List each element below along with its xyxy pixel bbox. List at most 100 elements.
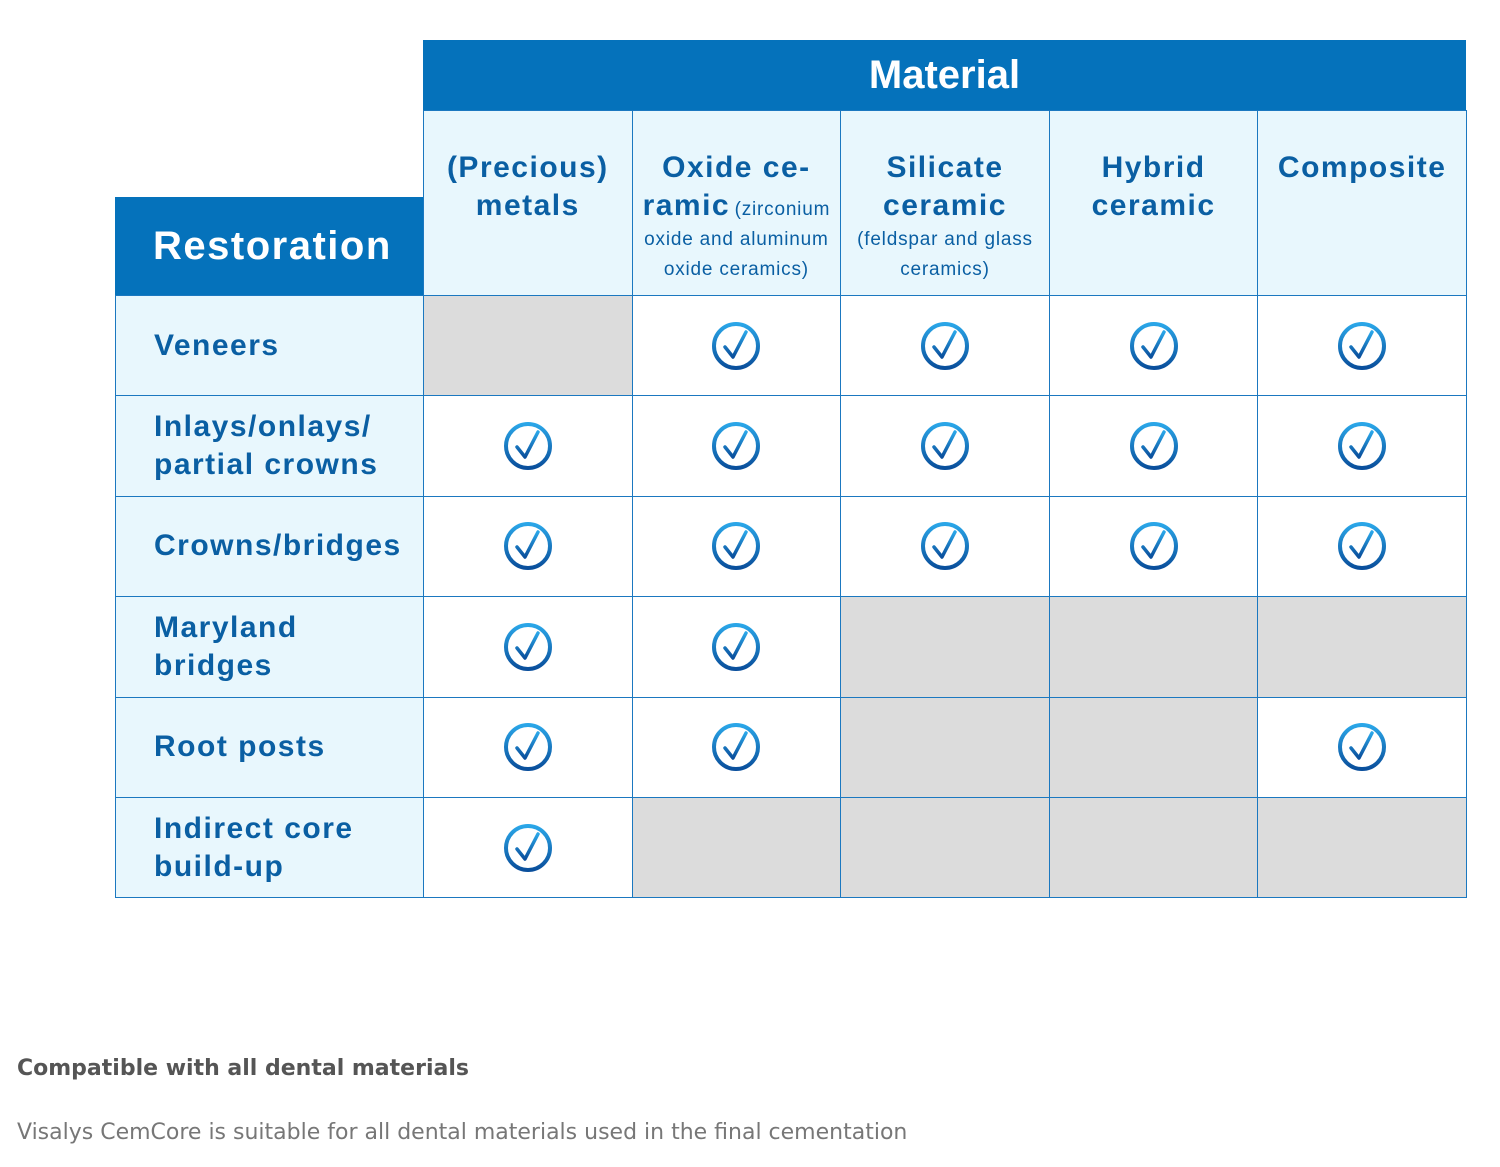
cell-check <box>631 495 842 598</box>
check-tick <box>1349 430 1374 459</box>
check-tick <box>932 430 957 459</box>
check-icon <box>920 522 969 571</box>
check-circle <box>920 522 969 571</box>
check-icon <box>1129 422 1178 471</box>
check-tick <box>723 731 749 761</box>
cell-check <box>631 696 842 798</box>
check-circle <box>712 321 761 370</box>
check-circle <box>1129 522 1178 571</box>
cell-empty <box>631 797 842 899</box>
check-circle <box>920 321 969 370</box>
check-circle <box>712 422 761 471</box>
cell-check <box>840 495 1050 598</box>
cell-check <box>631 295 842 397</box>
cell-check <box>631 395 842 497</box>
cell-check <box>1048 295 1259 397</box>
row-label: Inlays/onlays/ partial crowns <box>115 395 424 497</box>
row-header: Restoration <box>115 197 424 296</box>
check-icon <box>712 321 761 370</box>
check-tick <box>1349 530 1374 560</box>
check-icon <box>503 622 552 671</box>
check-tick <box>515 831 540 861</box>
row-label: Root posts <box>115 696 424 798</box>
check-tick <box>723 430 749 459</box>
check-icon <box>503 723 552 772</box>
column-header: Silicate ceramic (feldspar and glass cer… <box>840 110 1050 296</box>
cell-check <box>1257 696 1467 798</box>
check-tick <box>1140 329 1166 359</box>
check-circle <box>1338 422 1387 471</box>
check-tick <box>723 530 749 560</box>
check-icon <box>712 422 761 471</box>
column-header: Composite <box>1257 110 1467 296</box>
cell-check <box>423 696 633 798</box>
check-tick <box>932 530 957 560</box>
cell-empty <box>840 596 1050 698</box>
check-tick <box>515 430 540 459</box>
cell-empty <box>1048 596 1259 698</box>
cell-check <box>423 495 633 598</box>
cell-check <box>1257 395 1467 497</box>
check-tick <box>515 731 540 761</box>
check-icon <box>712 723 761 772</box>
check-tick <box>1349 731 1374 761</box>
footer-text: Visalys CemCore is suitable for all dent… <box>17 1120 908 1145</box>
cell-check <box>423 395 633 497</box>
column-header: (Precious) metals <box>423 110 633 296</box>
check-icon <box>503 823 552 872</box>
check-icon <box>712 622 761 671</box>
cell-empty <box>1048 797 1259 899</box>
check-tick <box>1140 530 1166 560</box>
check-icon <box>1338 723 1387 772</box>
check-tick <box>1140 430 1166 459</box>
cell-check <box>1257 295 1467 397</box>
column-title: Composite <box>1277 151 1447 184</box>
column-header: Hybrid ceramic <box>1048 110 1259 296</box>
cell-check <box>840 295 1050 397</box>
table-title: Material <box>423 40 1466 110</box>
check-circle <box>1338 321 1387 370</box>
cell-check <box>1048 395 1259 497</box>
check-circle <box>503 422 552 471</box>
check-circle <box>1129 422 1178 471</box>
cell-empty <box>840 696 1050 798</box>
check-icon <box>1338 321 1387 370</box>
check-circle <box>503 622 552 671</box>
check-circle <box>1338 723 1387 772</box>
check-circle <box>1129 321 1178 370</box>
check-icon <box>1338 522 1387 571</box>
check-circle <box>503 522 552 571</box>
check-circle <box>712 522 761 571</box>
cell-empty <box>840 797 1050 899</box>
check-icon <box>712 522 761 571</box>
cell-empty <box>1257 596 1467 698</box>
check-tick <box>515 530 540 560</box>
check-tick <box>932 329 957 359</box>
cell-empty <box>1257 797 1467 899</box>
cell-check <box>631 596 842 698</box>
check-icon <box>1338 422 1387 471</box>
check-tick <box>723 329 749 359</box>
footer-heading: Compatible with all dental materials <box>17 1056 469 1081</box>
check-icon <box>920 422 969 471</box>
column-title: Hybrid ceramic <box>1091 151 1216 222</box>
check-icon <box>1129 522 1178 571</box>
column-title: Silicate ceramic <box>883 151 1007 222</box>
column-subtitle: (feldspar and glass ceramics) <box>857 229 1033 280</box>
cell-empty <box>1048 696 1259 798</box>
check-icon <box>503 522 552 571</box>
cell-check <box>840 395 1050 497</box>
column-title: Oxide ce- ramic <box>642 151 811 222</box>
check-circle <box>503 823 552 872</box>
column-subtitle: (zirconium oxide and aluminum oxide cera… <box>644 199 831 280</box>
check-icon <box>1129 321 1178 370</box>
cell-check <box>423 596 633 698</box>
column-header: Oxide ce- ramic (zirconium oxide and alu… <box>631 110 842 296</box>
column-title: (Precious) metals <box>446 151 609 222</box>
cell-check <box>1257 495 1467 598</box>
check-tick <box>1349 329 1374 359</box>
check-circle <box>503 723 552 772</box>
check-icon <box>920 321 969 370</box>
cell-check <box>1048 495 1259 598</box>
